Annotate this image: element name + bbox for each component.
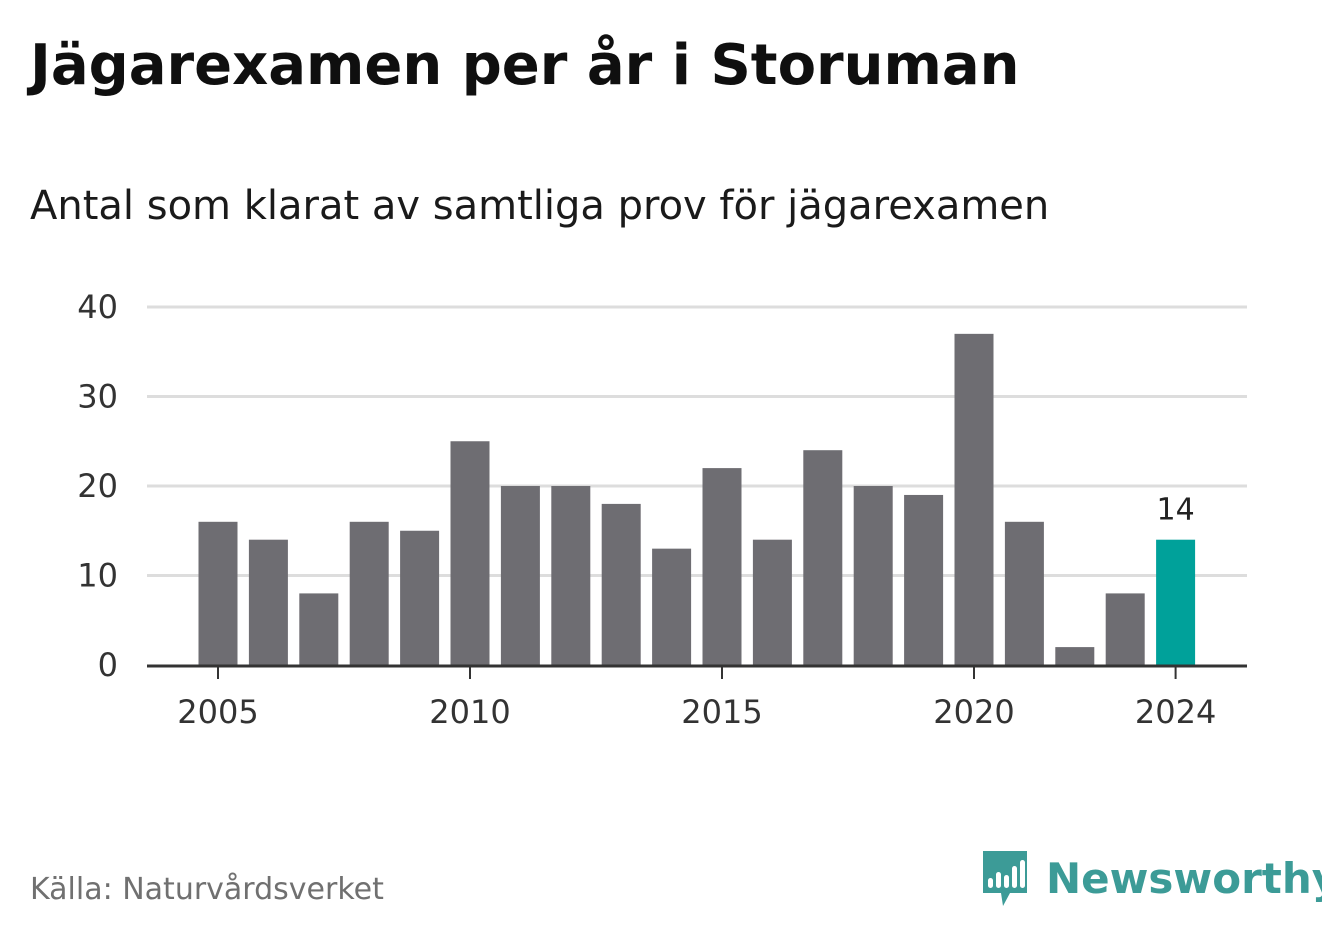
- bars: [198, 333, 1196, 665]
- bar-2007: [299, 593, 339, 665]
- data-labels: 14: [1157, 493, 1195, 528]
- chart-title: Jägarexamen per år i Storuman: [30, 33, 1020, 98]
- x-tick-label-2020: 2020: [933, 693, 1014, 731]
- data-label-2024: 14: [1157, 493, 1195, 528]
- bar-2013: [601, 503, 641, 665]
- bar-2008: [349, 521, 389, 665]
- bar-2020: [954, 333, 994, 665]
- bar-2019: [904, 494, 944, 665]
- bar-2012: [551, 486, 591, 665]
- brand-logo: Newsworthy: [980, 848, 1322, 910]
- bar-2024: [1156, 539, 1196, 665]
- brand-name: Newsworthy: [1046, 854, 1322, 903]
- y-tick-label-0: 0: [98, 646, 118, 684]
- newsworthy-logo-icon: [983, 851, 1027, 906]
- bar-2018: [853, 486, 893, 665]
- bar-2006: [248, 539, 288, 665]
- bar-2011: [500, 486, 540, 665]
- bar-chart: 0 10 20 30 40 14 2005 2010 2015 2020 2024: [77, 288, 1247, 731]
- bar-2010: [450, 441, 490, 665]
- x-tick-label-2010: 2010: [429, 693, 510, 731]
- y-tick-label-30: 30: [77, 378, 118, 416]
- x-tick-label-2005: 2005: [177, 693, 258, 731]
- bar-2016: [752, 539, 792, 665]
- y-tick-label-40: 40: [77, 288, 118, 326]
- x-tick-label-2024: 2024: [1135, 693, 1216, 731]
- x-tick-label-2015: 2015: [681, 693, 762, 731]
- bar-2015: [702, 468, 742, 665]
- bar-2009: [400, 530, 440, 665]
- chart-subtitle: Antal som klarat av samtliga prov för jä…: [30, 183, 1050, 229]
- gridlines: [147, 305, 1247, 577]
- y-tick-label-20: 20: [77, 467, 118, 505]
- source-note: Källa: Naturvårdsverket: [30, 872, 384, 907]
- bar-2014: [652, 548, 692, 665]
- y-axis-ticks: 0 10 20 30 40: [77, 288, 118, 684]
- bar-2021: [1004, 521, 1044, 665]
- y-tick-label-10: 10: [77, 557, 118, 595]
- bar-2022: [1055, 647, 1095, 665]
- bar-2023: [1105, 593, 1145, 665]
- bar-2017: [803, 450, 843, 665]
- x-axis-ticks: 2005 2010 2015 2020 2024: [177, 667, 1216, 731]
- bar-2005: [198, 521, 238, 665]
